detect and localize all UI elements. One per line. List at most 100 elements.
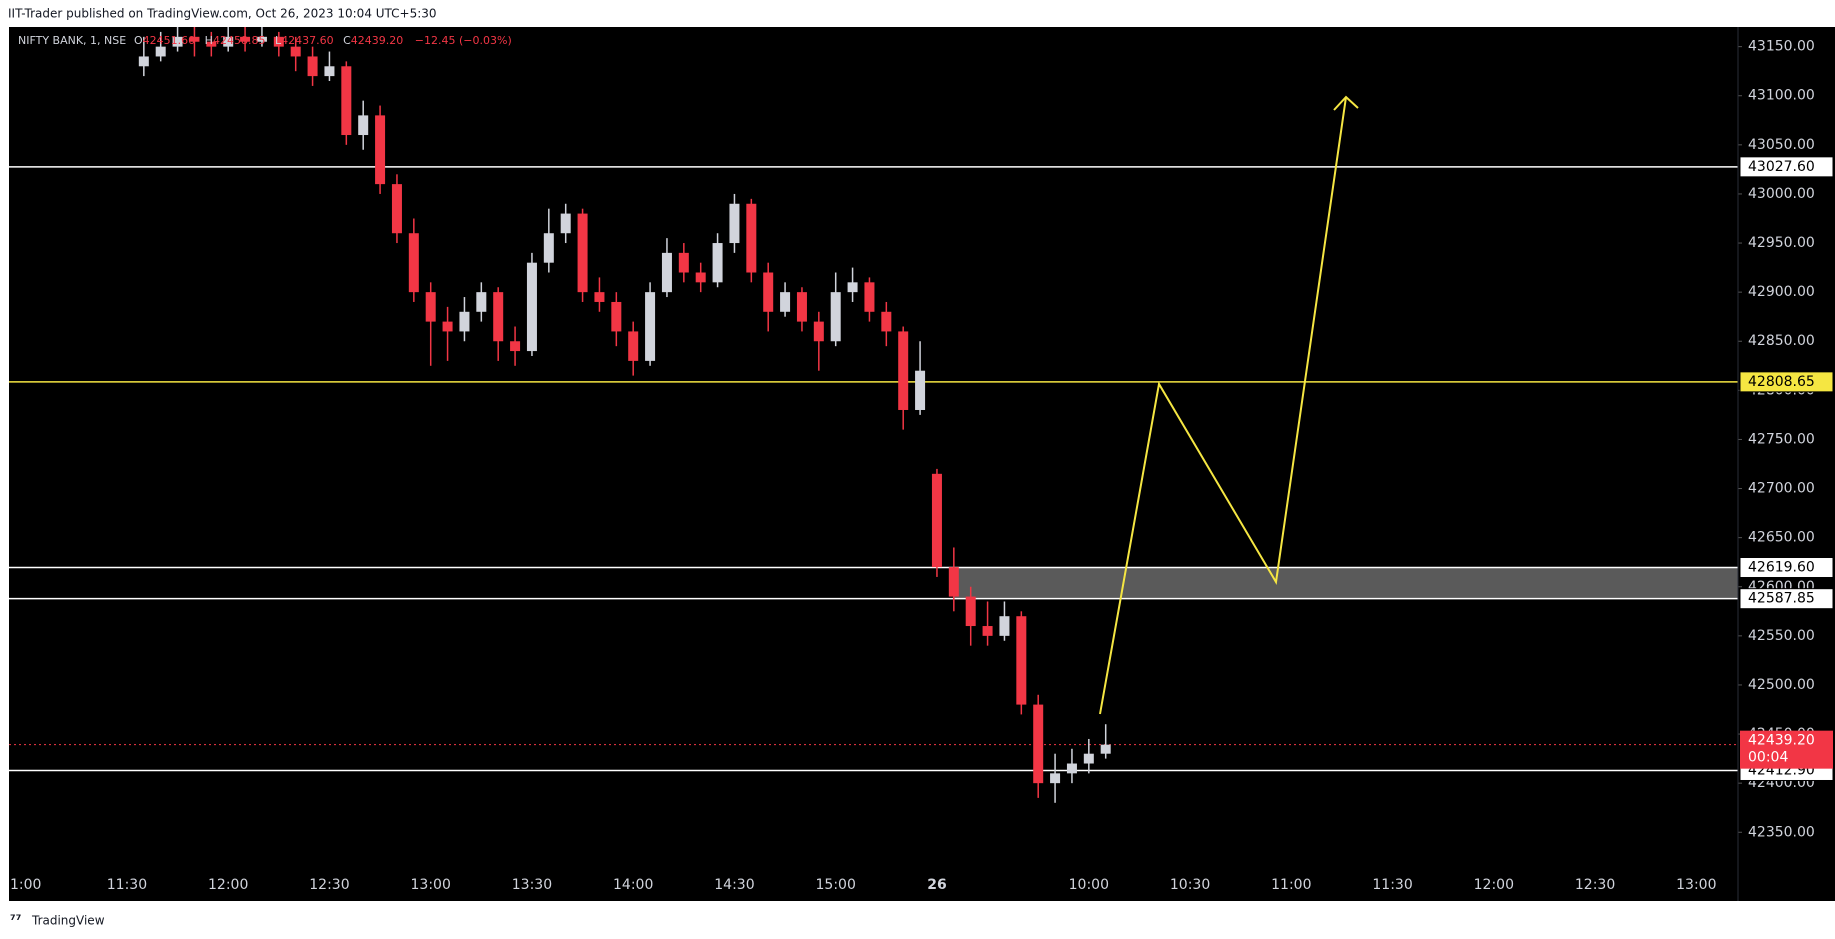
candle-body bbox=[611, 301, 622, 332]
candle-body bbox=[780, 292, 791, 312]
marks bbox=[9, 27, 1742, 833]
projection-arrow bbox=[1333, 95, 1359, 111]
candle-body bbox=[172, 36, 183, 47]
x-tick-label: 10:00 bbox=[1069, 877, 1109, 893]
candle-body bbox=[729, 203, 740, 244]
x-tick-label: 12:00 bbox=[208, 877, 248, 893]
y-tick-label: 43050.00 bbox=[1748, 137, 1815, 153]
footer-logo: ⁷⁷ bbox=[10, 914, 21, 929]
last-price-timer: 00:04 bbox=[1748, 750, 1788, 766]
candle-body bbox=[256, 36, 267, 42]
y-tick-label: 42500.00 bbox=[1748, 677, 1815, 693]
candle-body bbox=[138, 56, 149, 67]
footer-brand: TradingView bbox=[31, 914, 105, 928]
x-tick-label: 26 bbox=[927, 877, 946, 893]
candle-body bbox=[223, 36, 234, 47]
x-tick-label: 10:30 bbox=[1170, 877, 1210, 893]
candle-body bbox=[982, 626, 993, 636]
projection-path bbox=[1099, 96, 1347, 715]
x-tick-label: 11:30 bbox=[107, 877, 147, 893]
candle-body bbox=[999, 616, 1010, 636]
x-tick-label: 13:00 bbox=[411, 877, 451, 893]
candle-body bbox=[408, 233, 419, 293]
y-tick-label: 42700.00 bbox=[1748, 481, 1815, 497]
x-tick-label: 14:30 bbox=[714, 877, 754, 893]
candle-body bbox=[358, 115, 369, 136]
candle-body bbox=[661, 252, 672, 293]
candle-body bbox=[189, 36, 200, 42]
ohlc-value: 42451.60 bbox=[143, 34, 196, 47]
y-tick-label: 42900.00 bbox=[1748, 284, 1815, 300]
x-tick-label: 11:30 bbox=[1372, 877, 1412, 893]
candle-body bbox=[763, 272, 774, 312]
published-note: IIT-Trader published on TradingView.com,… bbox=[8, 7, 437, 21]
x-tick-label: 15:00 bbox=[816, 877, 856, 893]
candle-body bbox=[543, 233, 554, 263]
candle-body bbox=[155, 46, 166, 57]
y-tick-label: 43100.00 bbox=[1748, 88, 1815, 104]
candle-body bbox=[476, 292, 487, 312]
ohlc-value: 42458.85 bbox=[213, 34, 266, 47]
candle-body bbox=[645, 292, 656, 361]
x-tick-label: 13:00 bbox=[1676, 877, 1716, 893]
y-tick-label: 42350.00 bbox=[1748, 824, 1815, 840]
symbol: NIFTY BANK, 1, NSE bbox=[18, 34, 126, 47]
candle-body bbox=[594, 292, 605, 302]
x-tick-label: 12:00 bbox=[1474, 877, 1514, 893]
candle-body bbox=[290, 46, 301, 57]
candle-body bbox=[712, 243, 723, 283]
candle-body bbox=[459, 311, 470, 332]
level-label: 42587.85 bbox=[1748, 591, 1815, 607]
ohlc-value: 42437.60 bbox=[281, 34, 334, 47]
candle-body bbox=[1100, 744, 1111, 754]
y-tick-label: 43150.00 bbox=[1748, 39, 1815, 55]
candle-body bbox=[881, 311, 892, 332]
candle-body bbox=[965, 596, 976, 627]
candle-body bbox=[510, 341, 521, 352]
candle-body bbox=[375, 115, 386, 185]
last-price-tag bbox=[1740, 730, 1833, 769]
y-tick-label: 42650.00 bbox=[1748, 530, 1815, 546]
candle-body bbox=[341, 66, 352, 136]
plot-area bbox=[9, 27, 1835, 901]
candle-body bbox=[678, 252, 689, 273]
level-tag bbox=[1739, 557, 1834, 579]
candle-body bbox=[240, 36, 251, 42]
y-tick-label: 43000.00 bbox=[1748, 186, 1815, 202]
x-tick-label: 11:00 bbox=[1271, 877, 1311, 893]
level-label: 42619.60 bbox=[1748, 560, 1815, 576]
y-tick-label: 42950.00 bbox=[1748, 235, 1815, 251]
candle-body bbox=[898, 331, 909, 410]
x-tick-label: 12:30 bbox=[1575, 877, 1615, 893]
candle-body bbox=[915, 370, 926, 410]
last-price-label: 42439.20 bbox=[1748, 733, 1815, 749]
candle-body bbox=[560, 213, 571, 234]
candle-body bbox=[796, 292, 807, 322]
level-label: 43027.60 bbox=[1748, 159, 1815, 175]
candle-body bbox=[830, 292, 841, 342]
change: −12.45 (−0.03%) bbox=[415, 34, 512, 47]
y-tick-label: 42750.00 bbox=[1748, 431, 1815, 447]
candle-body bbox=[324, 66, 335, 77]
candle-body bbox=[577, 213, 588, 293]
candle-body bbox=[442, 321, 453, 332]
ohlc-key: O bbox=[134, 34, 143, 47]
candle-body bbox=[746, 203, 757, 273]
x-tick-label: 1:00 bbox=[10, 877, 41, 893]
ohlc-key: H bbox=[205, 34, 213, 47]
y-tick-label: 42550.00 bbox=[1748, 628, 1815, 644]
ohlc-key: C bbox=[343, 34, 351, 47]
candle-body bbox=[628, 331, 639, 361]
x-tick-label: 12:30 bbox=[309, 877, 349, 893]
level-tag bbox=[1739, 588, 1834, 610]
ohlc-value: 42439.20 bbox=[351, 34, 404, 47]
candle-body bbox=[425, 292, 436, 322]
candle-body bbox=[847, 282, 858, 293]
level-tag bbox=[1739, 156, 1834, 178]
candle-body bbox=[1083, 753, 1094, 764]
candle-body bbox=[307, 56, 318, 77]
candle-body bbox=[526, 262, 537, 352]
level-tag bbox=[1739, 371, 1834, 393]
x-tick-label: 13:30 bbox=[512, 877, 552, 893]
